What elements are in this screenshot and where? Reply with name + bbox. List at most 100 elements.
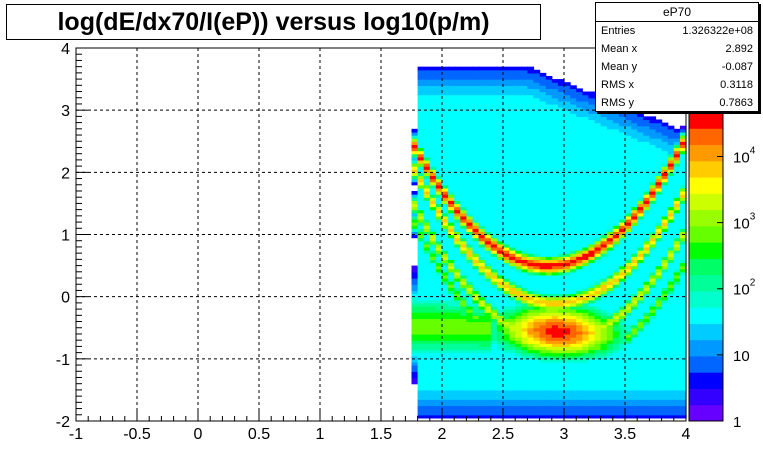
heatmap-cell: [496, 94, 504, 99]
heatmap-cell: [679, 141, 687, 145]
heatmap-cell: [435, 399, 443, 403]
heatmap-cell: [594, 343, 602, 347]
heatmap-cell: [576, 278, 583, 282]
heatmap-cell: [625, 312, 632, 316]
heatmap-cell: [411, 172, 419, 177]
heatmap-cell: [551, 243, 559, 248]
heatmap-cell: [618, 246, 626, 251]
heatmap-cell: [460, 343, 467, 347]
heatmap-cell: [411, 371, 419, 375]
heatmap-cell: [442, 377, 449, 382]
heatmap-cell: [435, 194, 443, 198]
heatmap-cell: [509, 411, 516, 416]
heatmap-cell: [594, 119, 602, 124]
heatmap-cell: [521, 203, 528, 208]
heatmap-cell: [649, 408, 657, 413]
heatmap-cell: [667, 234, 675, 239]
heatmap-cell: [448, 75, 455, 80]
heatmap-cell: [618, 393, 626, 397]
heatmap-cell: [600, 159, 608, 164]
heatmap-cell: [429, 296, 437, 301]
heatmap-cell: [503, 172, 510, 177]
heatmap-cell: [594, 315, 602, 320]
heatmap-cell: [576, 194, 583, 198]
heatmap-cell: [472, 365, 480, 369]
heatmap-cell: [564, 361, 571, 366]
heatmap-cell: [655, 125, 663, 130]
heatmap-cell: [679, 246, 687, 251]
heatmap-cell: [649, 377, 657, 382]
heatmap-cell: [667, 268, 675, 273]
heatmap-cell: [600, 281, 608, 285]
heatmap-cell: [606, 361, 614, 366]
heatmap-cell: [661, 383, 669, 388]
heatmap-cell: [679, 228, 687, 232]
heatmap-cell: [460, 72, 467, 77]
heatmap-cell: [503, 200, 510, 205]
heatmap-cell: [588, 324, 596, 329]
heatmap-cell: [423, 281, 431, 285]
heatmap-cell: [472, 82, 480, 86]
heatmap-cell: [478, 190, 486, 195]
heatmap-cell: [679, 268, 687, 273]
heatmap-cell: [460, 91, 467, 96]
heatmap-cell: [503, 274, 510, 279]
heatmap-cell: [490, 393, 498, 397]
heatmap-cell: [521, 253, 528, 257]
heatmap-cell: [667, 197, 675, 201]
heatmap-cell: [448, 271, 455, 276]
heatmap-cell: [618, 399, 626, 403]
heatmap-cell: [612, 337, 620, 341]
heatmap-cell: [606, 365, 614, 369]
heatmap-cell: [515, 110, 522, 114]
heatmap-cell: [655, 237, 663, 242]
heatmap-cell: [466, 197, 474, 201]
heatmap-cell: [515, 312, 522, 316]
heatmap-cell: [649, 278, 657, 282]
heatmap-cell: [423, 203, 431, 208]
color-scale-swatch: [689, 372, 723, 389]
heatmap-cell: [503, 153, 510, 158]
heatmap-cell: [460, 383, 467, 388]
heatmap-cell: [411, 278, 419, 282]
heatmap-cell: [679, 265, 687, 270]
heatmap-cell: [557, 365, 565, 369]
heatmap-cell: [570, 309, 577, 313]
heatmap-cell: [484, 200, 492, 205]
heatmap-cell: [649, 383, 657, 388]
heatmap-cell: [643, 218, 650, 223]
heatmap-cell: [448, 163, 455, 167]
heatmap-cell: [442, 166, 449, 170]
heatmap-cell: [612, 396, 620, 400]
heatmap-cell: [679, 138, 687, 142]
heatmap-cell: [545, 386, 553, 391]
heatmap-cell: [679, 318, 687, 323]
heatmap-cell: [582, 166, 589, 170]
heatmap-cell: [442, 414, 449, 419]
heatmap-cell: [460, 414, 467, 419]
heatmap-cell: [435, 374, 443, 379]
heatmap-cell: [472, 309, 480, 313]
heatmap-cell: [496, 156, 504, 161]
heatmap-cell: [588, 194, 596, 198]
heatmap-cell: [564, 358, 571, 363]
heatmap-cell: [478, 103, 486, 108]
heatmap-cell: [643, 156, 650, 161]
heatmap-cell: [637, 153, 644, 158]
heatmap-cell: [417, 212, 425, 217]
heatmap-cell: [423, 274, 431, 279]
heatmap-cell: [503, 383, 510, 388]
heatmap-cell: [625, 290, 632, 295]
heatmap-cell: [545, 268, 553, 273]
heatmap-cell: [411, 228, 419, 232]
heatmap-cell: [643, 330, 650, 335]
color-scale-swatch: [689, 323, 723, 341]
stats-row-mean-x: Mean x 2.892: [596, 40, 758, 58]
heatmap-cell: [417, 299, 425, 304]
heatmap-cell: [527, 389, 535, 394]
heatmap-cell: [496, 69, 504, 74]
heatmap-cell: [417, 305, 425, 310]
heatmap-cell: [582, 250, 589, 254]
heatmap-cell: [557, 113, 565, 117]
heatmap-cell: [484, 262, 492, 267]
